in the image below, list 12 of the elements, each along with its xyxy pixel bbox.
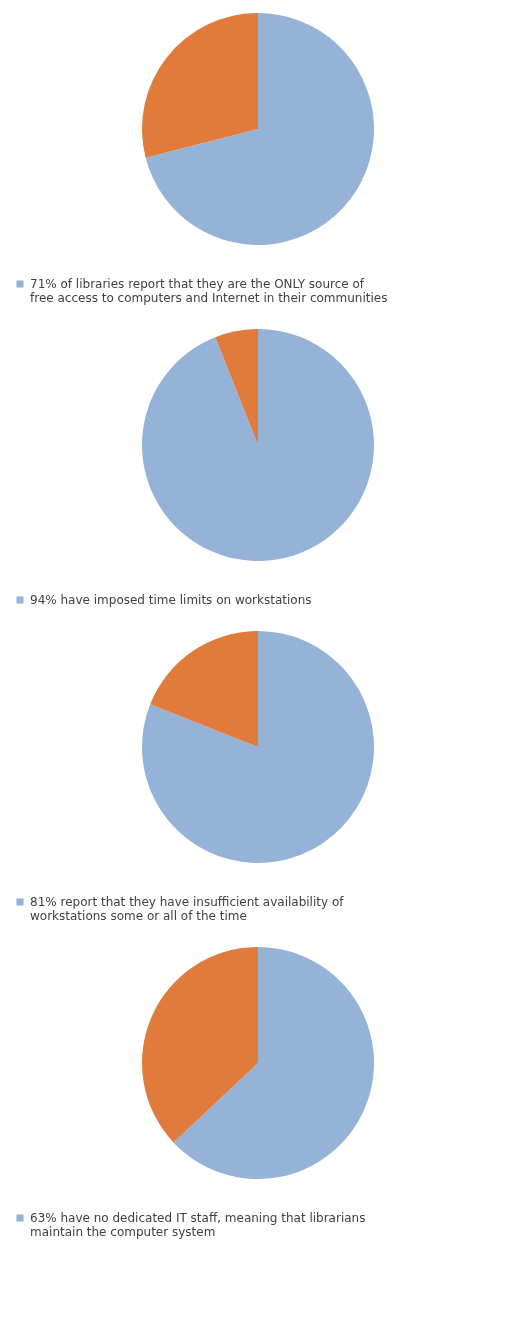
- pie-slice: [215, 329, 258, 445]
- pie-slice: [142, 947, 258, 1143]
- pie-slice: [142, 631, 374, 863]
- pie-slice: [173, 947, 374, 1179]
- pie-slice: [142, 13, 258, 158]
- pie-slice: [142, 329, 374, 561]
- legend-label: 71% of libraries report that they are the ONLY source of free access to computers and Internet in their communities: [30, 277, 388, 305]
- pie-slice: [150, 631, 258, 747]
- legend-label: 81% report that they have insufficient availability of workstations some or all of the time: [30, 895, 345, 923]
- legend-label: 94% have imposed time limits on workstations: [30, 593, 312, 607]
- pie-slice: [145, 13, 374, 245]
- legend-label: 63% have no dedicated IT staff, meaning that librarians maintain the computer system: [30, 1211, 366, 1239]
